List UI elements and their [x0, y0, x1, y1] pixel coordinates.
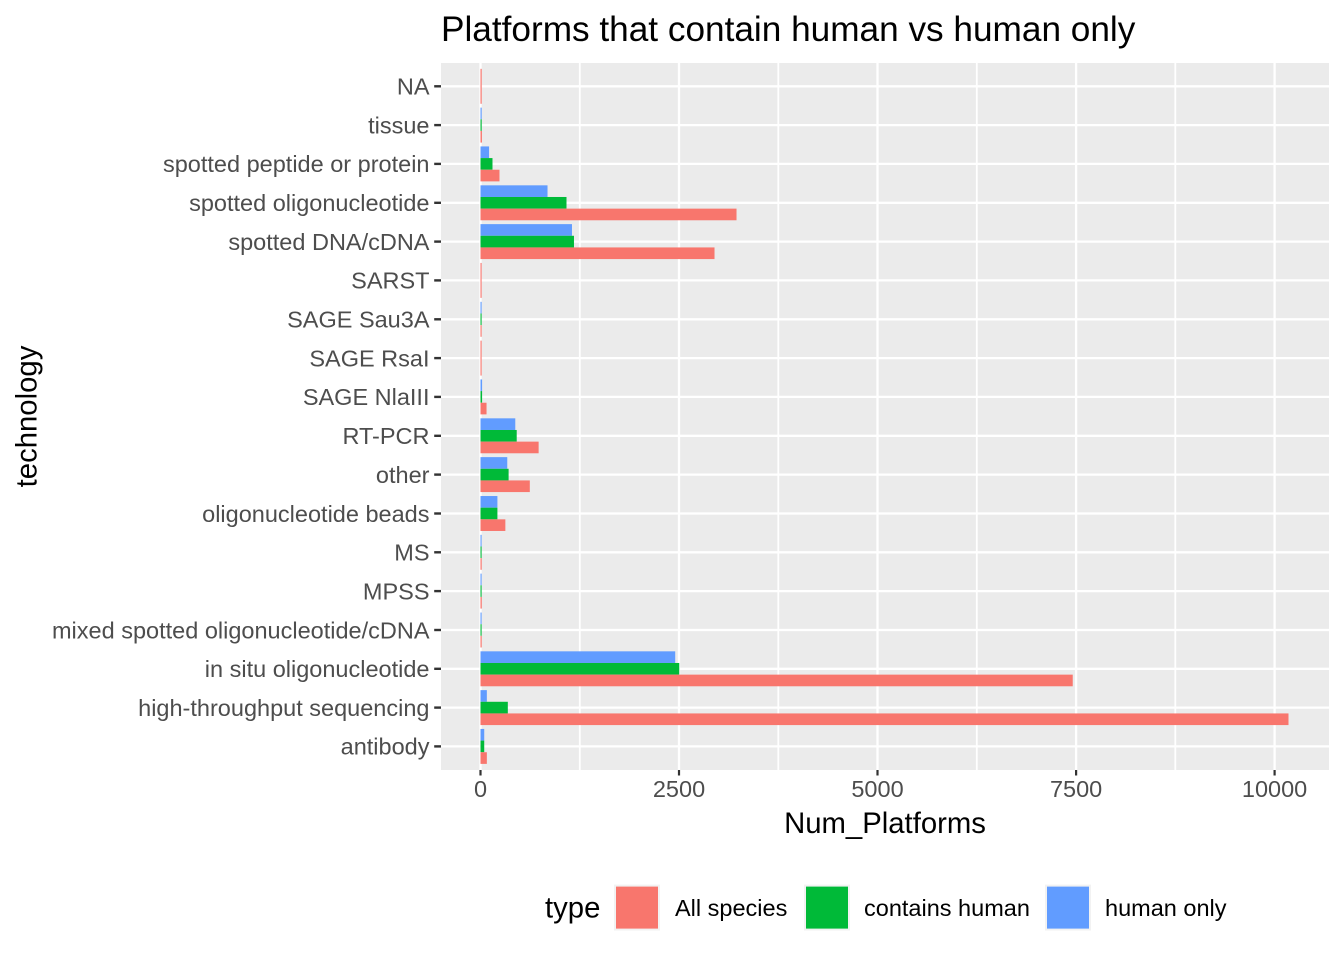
svg-text:RT-PCR: RT-PCR: [342, 423, 429, 449]
svg-text:in situ oligonucleotide: in situ oligonucleotide: [205, 656, 430, 682]
svg-text:antibody: antibody: [341, 734, 430, 760]
svg-text:Num_Platforms: Num_Platforms: [784, 807, 986, 840]
svg-text:spotted peptide or protein: spotted peptide or protein: [163, 151, 430, 177]
svg-text:7500: 7500: [1050, 776, 1102, 802]
svg-text:tissue: tissue: [368, 112, 429, 138]
svg-text:MS: MS: [394, 540, 429, 566]
svg-text:SARST: SARST: [351, 268, 429, 294]
svg-text:MPSS: MPSS: [363, 578, 430, 604]
svg-text:technology: technology: [11, 345, 44, 487]
svg-text:SAGE Sau3A: SAGE Sau3A: [287, 307, 430, 333]
svg-text:high-throughput sequencing: high-throughput sequencing: [138, 695, 429, 721]
svg-text:2500: 2500: [653, 776, 705, 802]
svg-text:oligonucleotide beads: oligonucleotide beads: [202, 501, 429, 527]
svg-text:5000: 5000: [851, 776, 903, 802]
svg-text:10000: 10000: [1242, 776, 1307, 802]
svg-text:other: other: [376, 462, 430, 488]
svg-text:contains human: contains human: [864, 895, 1030, 921]
svg-text:spotted oligonucleotide: spotted oligonucleotide: [189, 190, 429, 216]
svg-text:human only: human only: [1105, 895, 1227, 921]
svg-text:Platforms that contain human v: Platforms that contain human vs human on…: [441, 10, 1136, 49]
svg-text:SAGE RsaI: SAGE RsaI: [309, 345, 429, 371]
svg-text:NA: NA: [397, 74, 430, 100]
svg-text:All species: All species: [675, 895, 787, 921]
svg-text:SAGE NlaIII: SAGE NlaIII: [303, 384, 430, 410]
svg-text:mixed spotted oligonucleotide/: mixed spotted oligonucleotide/cDNA: [52, 617, 430, 643]
svg-text:0: 0: [474, 776, 487, 802]
svg-text:type: type: [545, 892, 600, 925]
svg-text:spotted DNA/cDNA: spotted DNA/cDNA: [228, 229, 429, 255]
